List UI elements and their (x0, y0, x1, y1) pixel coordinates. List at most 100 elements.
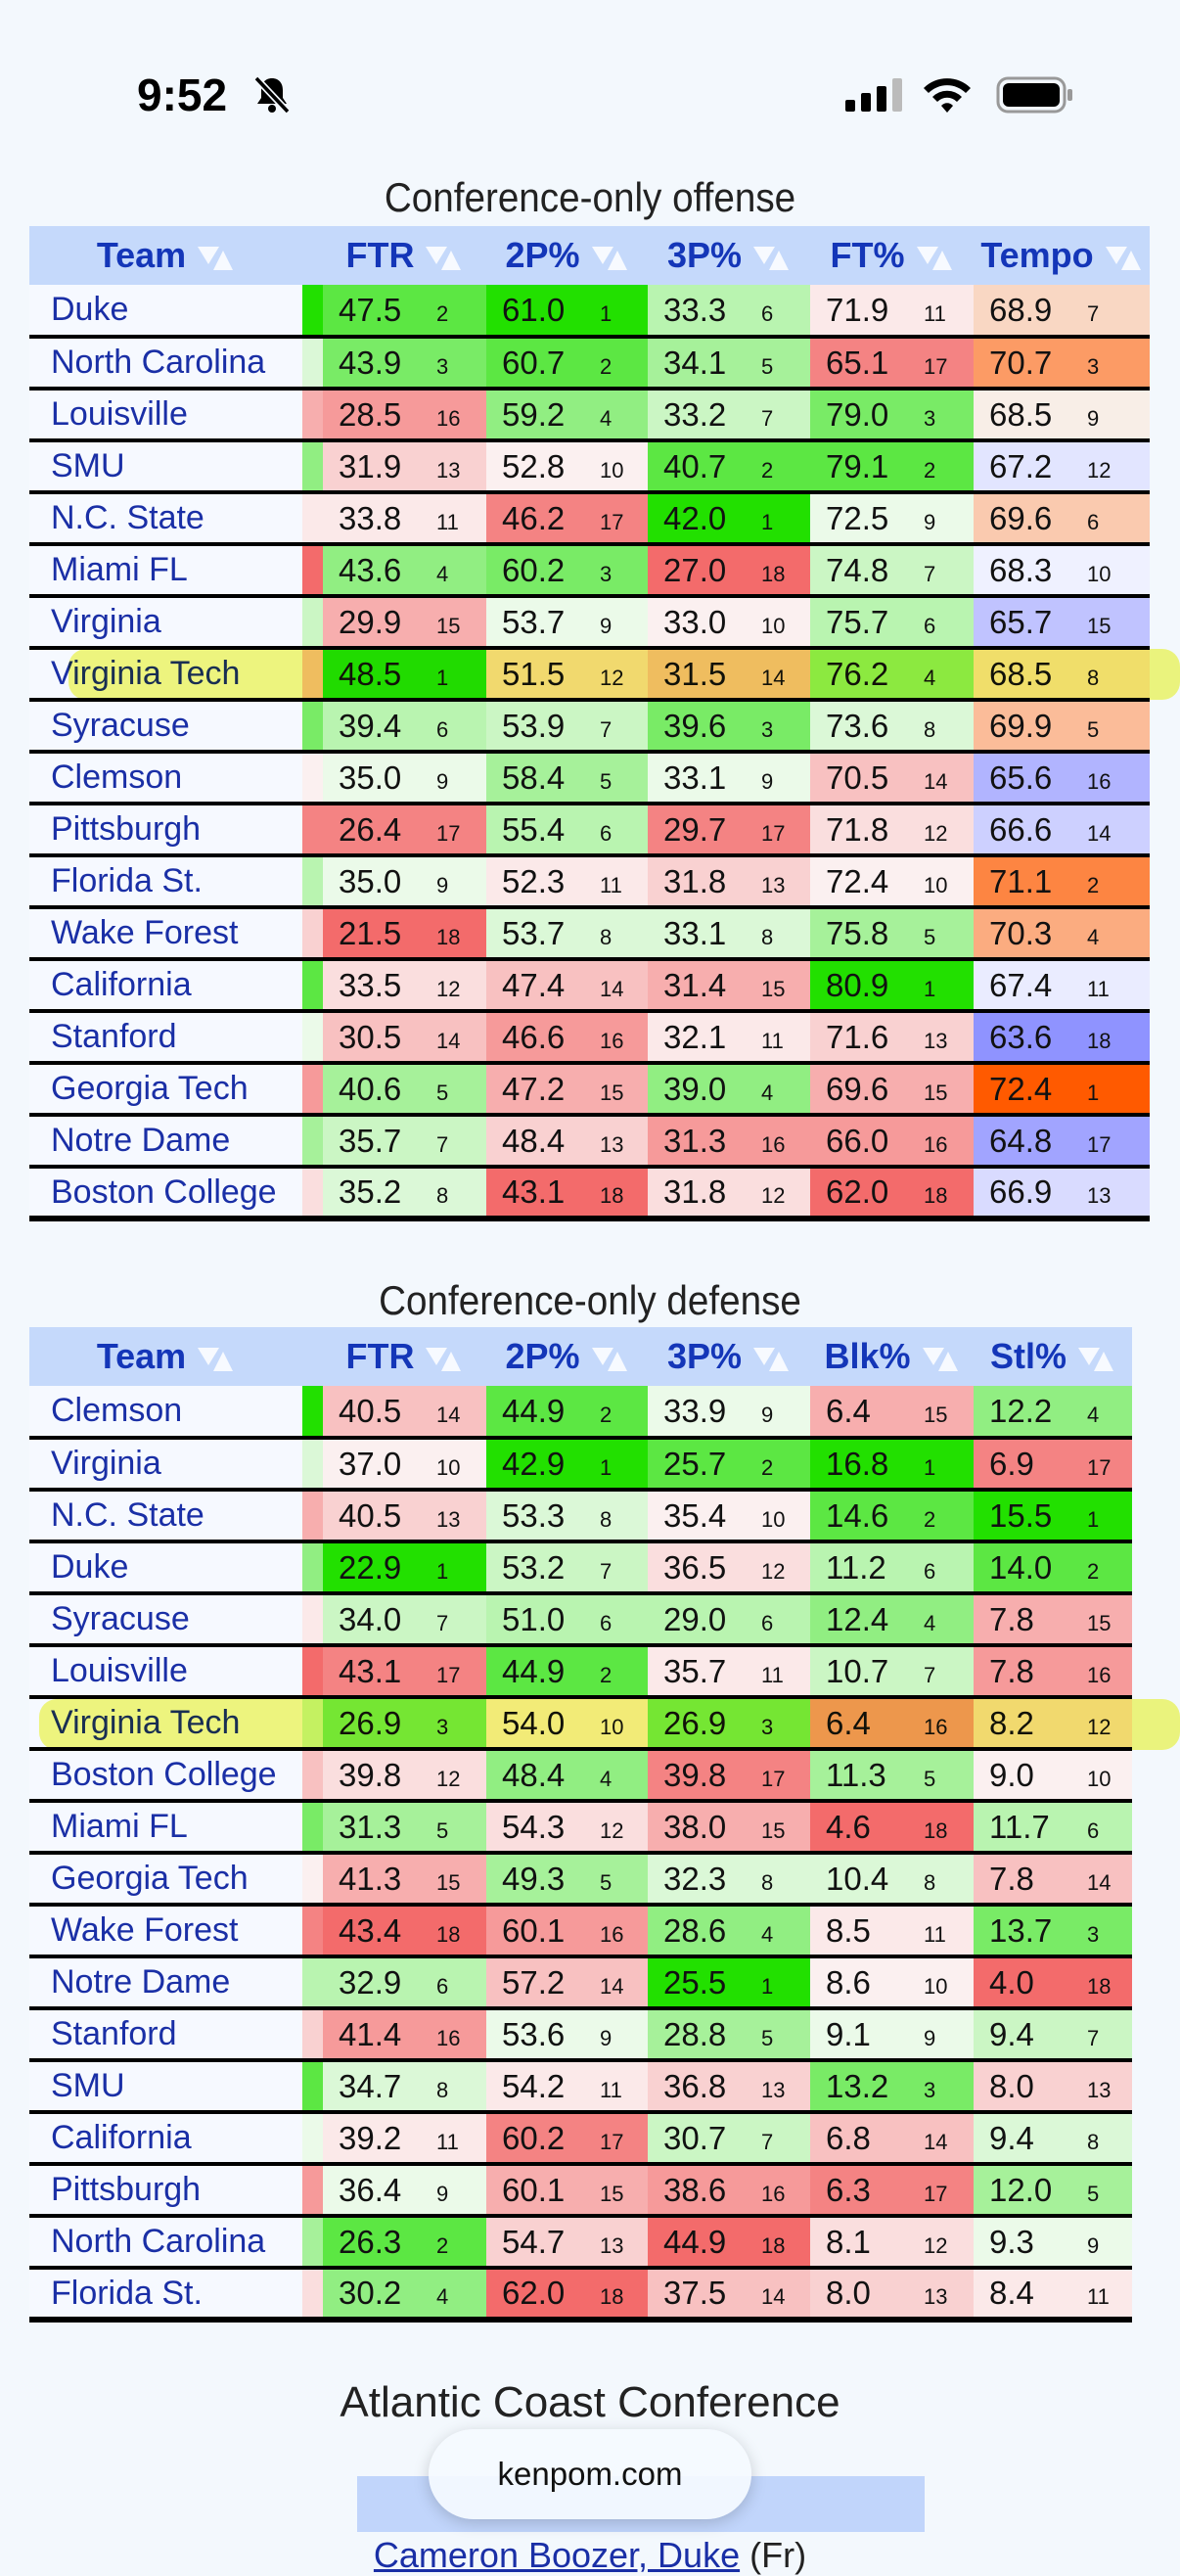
cutoff-cell (302, 1697, 323, 1751)
sort-icon[interactable] (1067, 1336, 1115, 1376)
stat-rank: 14 (924, 768, 948, 794)
team-link[interactable]: SMU (29, 440, 302, 494)
stat-value: 64.8 (989, 1122, 1053, 1159)
stat-value: 40.6 (339, 1070, 402, 1107)
stat-cell: 37.0 10 (323, 1438, 486, 1492)
team-link[interactable]: Syracuse (29, 700, 302, 754)
stat-value: 13.7 (989, 1911, 1053, 1949)
stat-cell: 43.1 18 (486, 1167, 648, 1221)
stat-cell: 46.2 17 (486, 492, 648, 546)
stat-cell: 54.7 13 (486, 2216, 648, 2270)
team-link[interactable]: N.C. State (29, 492, 302, 546)
stat-cell: 68.5 9 (974, 389, 1150, 442)
stat-cell: 53.3 8 (486, 1490, 648, 1543)
stat-rank: 7 (436, 1610, 449, 1635)
team-link[interactable]: Georgia Tech (29, 1853, 302, 1907)
team-link[interactable]: Virginia (29, 596, 302, 650)
stat-rank: 16 (436, 405, 461, 431)
team-link[interactable]: Wake Forest (29, 907, 302, 961)
header-3p[interactable]: 3P% (648, 1327, 810, 1386)
stat-value: 65.1 (826, 344, 889, 381)
team-link[interactable]: Syracuse (29, 1593, 302, 1647)
team-link[interactable]: N.C. State (29, 1490, 302, 1543)
header-ftr[interactable]: FTR (323, 1327, 486, 1386)
stat-rank: 2 (761, 457, 774, 483)
team-link[interactable]: North Carolina (29, 337, 302, 391)
stat-cell: 48.4 13 (486, 1115, 648, 1169)
stat-value: 31.8 (663, 1173, 727, 1210)
team-link[interactable]: Louisville (29, 1645, 302, 1699)
sort-icon[interactable] (186, 1336, 235, 1376)
stat-cell: 33.2 7 (648, 389, 810, 442)
team-link[interactable]: California (29, 959, 302, 1013)
team-link[interactable]: Virginia (29, 1438, 302, 1492)
header-ft[interactable]: FT% (810, 226, 974, 285)
team-link[interactable]: Virginia Tech (29, 648, 302, 702)
stat-rank: 11 (1087, 976, 1110, 1001)
stat-value: 66.6 (989, 810, 1053, 848)
stat-value: 13.2 (826, 2067, 889, 2104)
stat-value: 35.7 (339, 1122, 402, 1159)
header-stl[interactable]: Stl% (974, 1327, 1132, 1386)
team-link[interactable]: Stanford (29, 2008, 302, 2062)
team-link[interactable]: California (29, 2112, 302, 2166)
stat-cell: 70.3 4 (974, 907, 1150, 961)
team-link[interactable]: Wake Forest (29, 1905, 302, 1958)
sort-icon[interactable] (580, 235, 629, 275)
header-tempo[interactable]: Tempo (974, 226, 1150, 285)
stat-cell: 8.6 10 (810, 1956, 974, 2010)
stat-rank: 7 (1087, 2025, 1100, 2050)
team-link[interactable]: Notre Dame (29, 1956, 302, 2010)
url-bar[interactable]: kenpom.com (429, 2429, 751, 2519)
header-ftr[interactable]: FTR (323, 226, 486, 285)
sort-icon[interactable] (186, 235, 235, 275)
stat-cell: 8.2 12 (974, 1697, 1132, 1751)
sort-icon[interactable] (911, 1336, 960, 1376)
team-link[interactable]: North Carolina (29, 2216, 302, 2270)
team-link[interactable]: Pittsburgh (29, 804, 302, 857)
sort-icon[interactable] (414, 235, 463, 275)
header-team[interactable]: Team (29, 226, 302, 285)
team-link[interactable]: Stanford (29, 1011, 302, 1065)
team-link[interactable]: Duke (29, 1541, 302, 1595)
player-name[interactable]: Cameron Boozer, Duke (373, 2535, 741, 2575)
sort-icon[interactable] (742, 1336, 791, 1376)
sort-icon[interactable] (580, 1336, 629, 1376)
stat-cell: 69.6 15 (810, 1063, 974, 1117)
team-link[interactable]: Clemson (29, 752, 302, 805)
team-link[interactable]: Louisville (29, 389, 302, 442)
header-2p[interactable]: 2P% (486, 1327, 648, 1386)
stat-rank: 16 (1087, 1662, 1112, 1687)
header-blk[interactable]: Blk% (810, 1327, 974, 1386)
stat-rank: 12 (1087, 1714, 1112, 1739)
team-link[interactable]: Boston College (29, 1749, 302, 1803)
sort-icon[interactable] (1094, 235, 1143, 275)
stat-rank: 2 (1087, 1558, 1100, 1584)
stat-value: 66.0 (826, 1122, 889, 1159)
player-link[interactable]: Cameron Boozer, Duke (Fr) (0, 2535, 1180, 2576)
header-3p[interactable]: 3P% (648, 226, 810, 285)
team-link[interactable]: Florida St. (29, 2268, 302, 2323)
team-link[interactable]: Miami FL (29, 1801, 302, 1855)
team-link[interactable]: Virginia Tech (29, 1697, 302, 1751)
team-link[interactable]: Georgia Tech (29, 1063, 302, 1117)
team-link[interactable]: Boston College (29, 1167, 302, 1221)
team-link[interactable]: Pittsburgh (29, 2164, 302, 2218)
header-2p[interactable]: 2P% (486, 226, 648, 285)
team-link[interactable]: Clemson (29, 1386, 302, 1440)
sort-icon[interactable] (905, 235, 954, 275)
sort-icon[interactable] (742, 235, 791, 275)
team-link[interactable]: Miami FL (29, 544, 302, 598)
team-link[interactable]: Notre Dame (29, 1115, 302, 1169)
stat-rank: 4 (436, 2284, 449, 2309)
table-row: Stanford 30.5 14 46.6 16 32.1 11 71.6 13 63.6 18 (29, 1011, 1150, 1065)
team-link[interactable]: Florida St. (29, 855, 302, 909)
team-link[interactable]: SMU (29, 2060, 302, 2114)
header-team[interactable]: Team (29, 1327, 302, 1386)
stat-rank: 5 (761, 2025, 774, 2050)
sort-icon[interactable] (414, 1336, 463, 1376)
clock: 9:52 (137, 69, 228, 120)
table-row: Louisville 43.1 17 44.9 2 35.7 11 10.7 7 7.8 16 (29, 1645, 1132, 1699)
team-link[interactable]: Duke (29, 285, 302, 339)
stat-rank: 13 (761, 872, 786, 897)
